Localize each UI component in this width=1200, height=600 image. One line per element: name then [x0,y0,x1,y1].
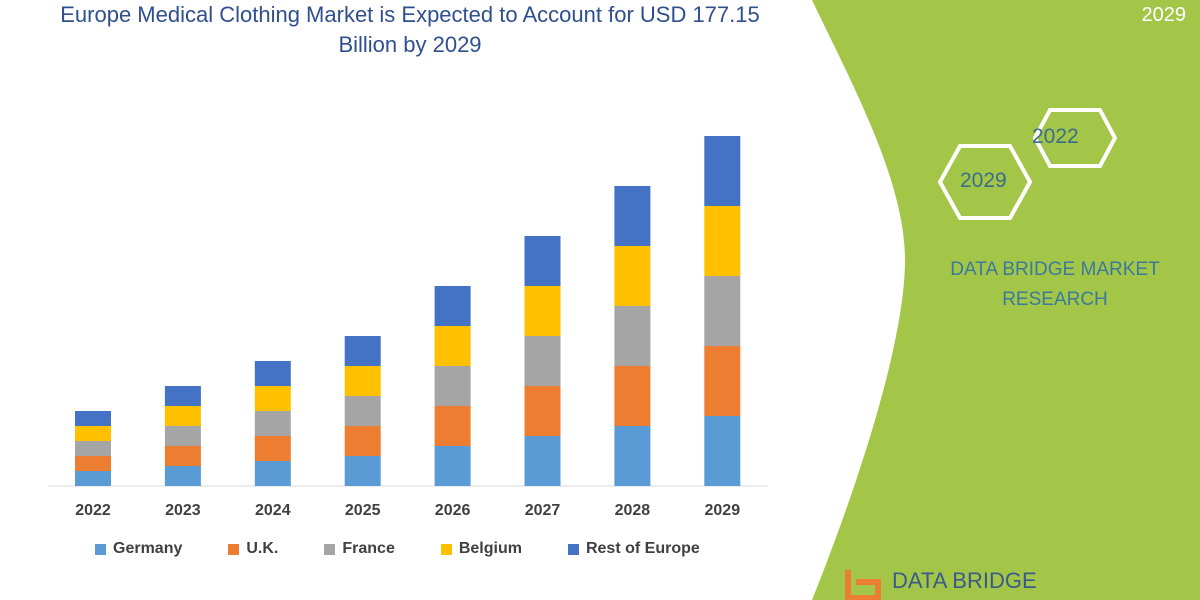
bar-2024-france [254,411,291,436]
green-side-panel [812,0,1200,600]
bar-2023-rest-of-europe [164,386,201,406]
bar-2027-germany [524,436,561,486]
bar-2022-belgium [75,426,111,441]
bar-2026-rest-of-europe [434,286,471,326]
legend-item: Germany [95,540,182,558]
legend-label: Germany [113,540,183,557]
hexagon-2029 [937,144,1033,220]
bar-2026-germany [434,446,471,486]
bars-group [75,136,741,486]
bar-2025-france [344,396,381,426]
bar-2029-u-k- [704,346,741,416]
bar-2029-germany [704,416,741,486]
legend: Germany U.K. France Belgium Rest of Europe [95,540,746,558]
bar-2025-germany [344,456,381,486]
bar-2028-france [614,306,651,366]
bar-2023-u-k- [164,446,201,466]
bar-2023-germany [164,466,201,486]
bar-2028-belgium [614,246,651,306]
logo-icon [845,570,881,600]
legend-item: U.K. [228,540,278,558]
bar-2025-rest-of-europe [344,336,381,366]
bar-2028-rest-of-europe [614,186,651,246]
legend-label: Belgium [458,540,522,557]
logo-text: DATA BRIDGE [892,568,1037,593]
bar-2024-germany [254,461,291,486]
legend-label: France [342,540,395,557]
legend-swatch [440,543,452,555]
bar-2027-u-k- [524,386,561,436]
x-tick-label: 2024 [255,502,291,519]
bar-2029-rest-of-europe [704,136,741,206]
legend-label: Rest of Europe [585,540,700,557]
legend-item: France [324,540,395,558]
legend-item: Belgium [440,540,522,558]
bar-2029-belgium [704,206,741,276]
bar-2023-belgium [164,406,201,426]
bar-2026-france [434,366,471,406]
hexagon-2022 [1032,108,1118,168]
bar-2025-belgium [344,366,381,396]
bar-2027-rest-of-europe [524,236,561,286]
hex-label-2029: 2029 [960,169,1007,192]
bar-2028-u-k- [614,366,651,426]
legend-swatch [95,543,106,555]
bar-2027-france [524,336,561,386]
brand-text: DATA BRIDGE MARKET RESEARCH [950,259,1160,310]
x-tick-label: 2029 [704,502,741,519]
bar-2024-belgium [254,386,291,411]
bar-2022-france [75,441,111,456]
bar-2029-france [704,276,741,346]
legend-swatch [324,543,336,555]
bar-2026-belgium [434,326,471,366]
bar-2028-germany [614,426,651,486]
bar-2023-france [164,426,201,446]
bar-2022-u-k- [75,456,111,471]
hex-label-2022: 2022 [1032,125,1079,148]
chart-title: Europe Medical Clothing Market is Expect… [60,2,760,57]
bar-2026-u-k- [434,406,471,446]
x-tick-label: 2025 [344,502,381,519]
legend-swatch [567,543,579,555]
x-tick-label: 2022 [75,502,111,519]
bar-2024-u-k- [254,436,291,461]
corner-year: 2029 [1141,4,1187,26]
x-tick-label: 2023 [165,502,201,519]
x-tick-label: 2028 [614,502,651,519]
bar-2025-u-k- [344,426,381,456]
legend-item: Rest of Europe [567,540,700,558]
x-tick-label: 2027 [524,502,561,519]
bar-2027-belgium [524,286,561,336]
x-tick-label: 2026 [434,502,471,519]
bar-2024-rest-of-europe [254,361,291,386]
legend-label: U.K. [246,540,279,557]
bar-2022-germany [75,471,111,486]
bar-2022-rest-of-europe [75,411,111,426]
legend-swatch [228,543,240,555]
